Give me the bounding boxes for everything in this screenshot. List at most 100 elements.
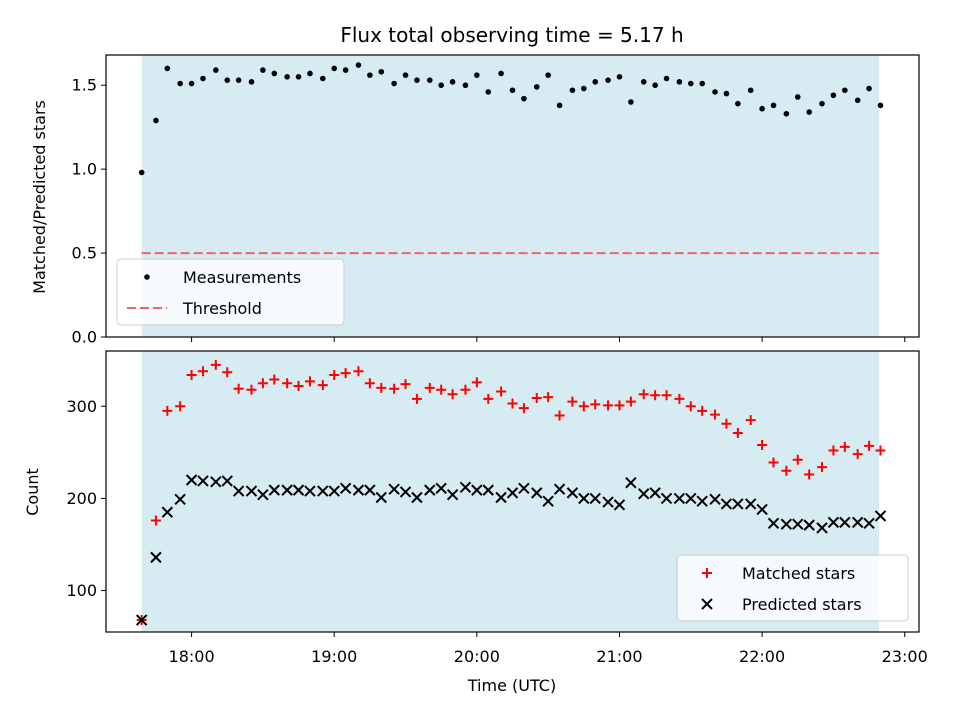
matched-star-point [282,378,293,389]
predicted-star-point [135,614,148,626]
matched-star-point [804,469,815,480]
predicted-star-point [756,503,768,516]
predicted-star-point [495,491,507,504]
measurement-point [342,67,349,73]
measurement-point [877,102,884,109]
bottom-axes: 100 200 300 18:00 19:00 20:00 21:00 22:00 23:00 M… [66,350,928,666]
predicted-star-point [150,551,162,564]
x-tick-label: 21:00 [596,647,642,666]
predicted-star-point [328,485,340,497]
measurement-point [235,77,242,83]
measurement-point [200,75,206,82]
measurement-point [331,65,338,72]
predicted-star-point [803,519,815,531]
predicted-star-point [696,495,708,507]
measurement-point [663,75,670,82]
predicted-star-point [566,487,579,499]
predicted-star-point [613,499,626,511]
x-tick-label: 20:00 [454,647,500,666]
measurement-point [391,80,397,87]
predicted-star-point [471,484,483,496]
measurement-point [556,102,563,109]
predicted-star-point [339,482,352,494]
measurement-point [819,100,825,107]
bottom-x-axis-label: Time (UTC) [467,676,556,695]
bottom-y-tick-label: 300 [66,397,97,416]
matched-star-point [436,384,447,395]
matched-star-point [411,393,422,404]
matched-star-point [578,401,589,412]
measurement-point [485,89,492,95]
predicted-star-point [518,482,530,494]
predicted-star-point [292,484,305,496]
predicted-star-point [364,484,376,496]
top-y-tick-label: 0.5 [72,244,97,263]
predicted-star-point [732,498,744,510]
predicted-star-point [424,484,436,496]
matched-star-point [518,403,529,414]
top-legend: Measurements Threshold [116,258,345,326]
predicted-star-point [185,474,198,486]
measurement-point [759,105,765,112]
predicted-star-point [709,493,721,506]
matched-star-point [685,401,696,412]
measurement-point [355,62,362,68]
measurement-point [628,99,634,105]
predicted-star-point [268,484,281,496]
predicted-star-point [874,510,887,522]
measurement-point [177,80,183,87]
chart-title: Flux total observing time = 5.17 h [340,23,683,47]
predicted-star-point [863,517,875,529]
predicted-star-point [851,516,864,529]
matched-star-point [186,369,197,380]
matched-star-point [233,383,244,394]
measurement-point [866,85,872,92]
bottom-y-tick-label: 200 [66,489,97,508]
predicted-star-point [660,492,673,505]
measurement-point [284,74,290,80]
bottom-axes-frame [105,350,920,633]
matched-star-point [625,396,636,407]
legend-box [676,554,909,622]
top-axes: 0.0 0.5 1.0 1.5 Measurements Threshold [72,54,920,347]
measurement-point [271,70,278,77]
top-y-tick-label: 1.5 [72,76,97,95]
measurement-point [854,97,861,104]
legend-label-predicted: Predicted stars [742,595,862,614]
bottom-y-tick-label: 100 [66,581,97,600]
measurement-point [449,79,456,85]
measurement-point [426,77,433,83]
top-axes-frame [105,54,920,338]
measurement-point [138,169,145,176]
measurement-point [747,87,754,94]
measurement-point [676,79,683,85]
predicted-star-point [816,522,828,534]
predicted-star-point [304,485,316,497]
matched-star-point [447,389,458,400]
legend-box [116,258,345,326]
matched-star-point [197,366,208,377]
matched-star-point [376,382,387,393]
measurement-point [533,84,540,90]
predicted-star-point [482,484,494,496]
measurement-point [770,102,777,109]
measurement-point [830,92,837,99]
x-tick-label: 22:00 [739,647,785,666]
measurement-point [699,80,705,87]
measurement-point [213,67,219,73]
measurement-point [735,100,741,107]
matched-star-point [839,441,850,452]
measurement-point [569,87,576,94]
matched-star-point [638,389,649,400]
matched-star-point [353,366,364,377]
matched-star-point [614,400,625,411]
matched-star-point [768,457,779,468]
top-y-tick-label: 0.0 [72,328,97,347]
matched-star-point [875,445,886,456]
predicted-star-point [649,487,661,499]
predicted-star-point [210,476,222,488]
measurement-point [712,89,718,95]
matched-star-point [210,359,221,370]
legend-label-threshold: Threshold [182,299,262,318]
